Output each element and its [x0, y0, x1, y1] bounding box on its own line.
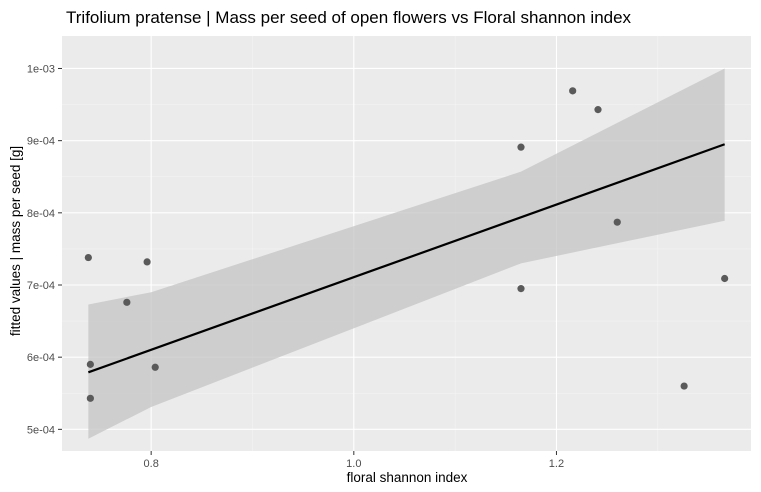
data-point [86, 394, 94, 402]
y-tick-label: 7e-04 [27, 280, 55, 292]
data-point [143, 258, 151, 266]
data-point [721, 274, 729, 283]
data-point [517, 143, 525, 151]
x-axis-title: floral shannon index [347, 470, 468, 485]
data-points [84, 87, 729, 402]
data-point [151, 363, 159, 371]
x-tick-label: 0.8 [144, 458, 159, 470]
data-point [123, 298, 131, 306]
y-axis-title: fitted values | mass per seed [g] [8, 146, 23, 336]
y-axis-ticks: 5e-04 6e-04 7e-04 8e-04 9e-04 1e-03 [27, 63, 62, 436]
x-tick-label: 1.2 [549, 458, 564, 470]
x-tick-label: 1.0 [346, 458, 361, 470]
chart-title: Trifolium pratense | Mass per seed of op… [66, 8, 632, 27]
regression-line [87, 143, 726, 374]
y-tick-label: 1e-03 [27, 63, 55, 75]
data-point [680, 382, 688, 390]
data-point [613, 218, 621, 226]
data-point [517, 285, 525, 293]
x-axis-ticks: 0.8 1.0 1.2 [144, 451, 564, 470]
data-point [594, 106, 602, 114]
y-tick-label: 8e-04 [27, 208, 55, 220]
data-point [86, 360, 94, 368]
y-tick-label: 6e-04 [27, 352, 55, 364]
data-point [569, 87, 577, 95]
data-point [84, 253, 92, 262]
confidence-band [88, 68, 725, 439]
y-tick-label: 5e-04 [27, 424, 55, 436]
y-tick-label: 9e-04 [27, 136, 55, 148]
